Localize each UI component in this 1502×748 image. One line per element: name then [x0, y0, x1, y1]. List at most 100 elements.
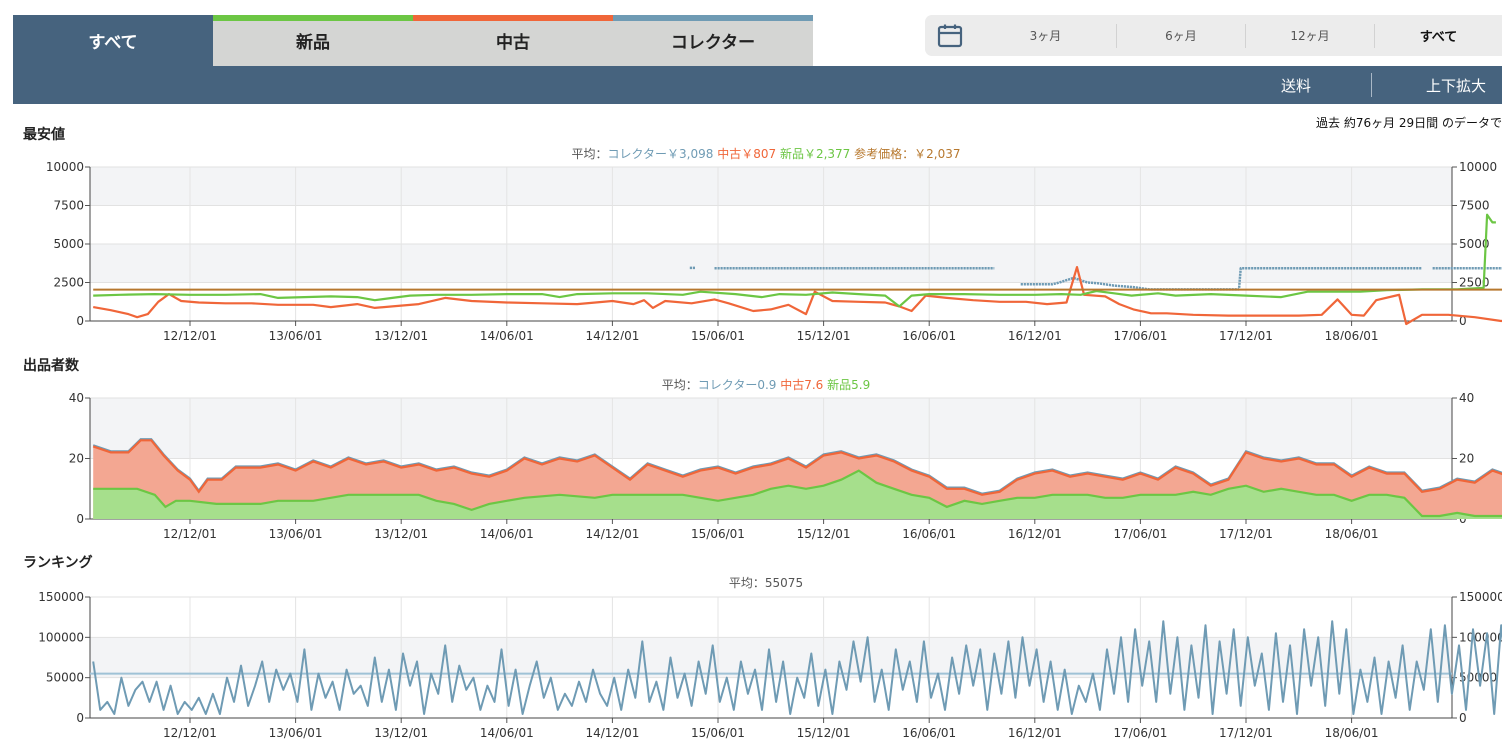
x-tick-label: 17/06/01 — [1113, 726, 1167, 740]
x-tick-label: 17/12/01 — [1219, 329, 1273, 340]
ranking-chart-title: ランキング — [23, 555, 93, 571]
tab-used-label: 中古 — [496, 33, 530, 53]
period-option-6m-label: 6ヶ月 — [1165, 29, 1197, 43]
period-option-3m-label: 3ヶ月 — [1029, 29, 1062, 43]
x-tick-label: 17/12/01 — [1219, 726, 1273, 740]
x-tick-label: 15/06/01 — [691, 726, 745, 740]
chart-subtitle: 平均：コレクター0.9 中古7.6 新品5.9 — [662, 377, 870, 392]
subtitle-used: 中古￥807 — [713, 146, 776, 161]
chart-subtitle: 平均：55075 — [729, 576, 803, 590]
y-tick-label-right: 0 — [1459, 314, 1467, 328]
x-tick-label: 13/12/01 — [374, 329, 428, 340]
x-tick-label: 17/12/01 — [1219, 527, 1273, 541]
x-tick-label: 14/06/01 — [480, 726, 534, 740]
y-tick-label-right: 7500 — [1459, 199, 1490, 213]
x-tick-label: 14/06/01 — [480, 527, 534, 541]
x-tick-label: 16/12/01 — [1008, 329, 1062, 340]
x-tick-label: 14/06/01 — [480, 329, 534, 340]
subtitle-plain: 平均：55075 — [729, 576, 803, 590]
y-tick-label-left: 40 — [69, 391, 84, 405]
x-tick-label: 13/12/01 — [374, 527, 428, 541]
period-option-12m[interactable]: 12ヶ月 — [1245, 23, 1374, 48]
x-tick-label: 12/12/01 — [163, 726, 217, 740]
shipping-toggle-label: 送料 — [1280, 76, 1311, 95]
x-tick-label: 13/12/01 — [374, 726, 428, 740]
y-tick-label-left: 7500 — [53, 199, 84, 213]
toolbar-divider — [1371, 73, 1372, 97]
x-tick-label: 12/12/01 — [163, 527, 217, 541]
sellers-chart[interactable]: 12/12/01 13/06/01 13/12/01 14/06/01 14/12/01… — [0, 372, 1502, 542]
tab-used-color-bar — [413, 15, 613, 21]
period-option-all[interactable]: すべて — [1374, 23, 1502, 48]
x-tick-label: 18/06/01 — [1325, 726, 1379, 740]
y-tick-label-left: 2500 — [53, 276, 84, 290]
tab-collector[interactable]: コレクター — [613, 15, 813, 66]
x-tick-label: 14/12/01 — [585, 527, 639, 541]
price-chart-title: 最安値 — [23, 127, 65, 143]
tab-collector-color-bar — [613, 15, 813, 21]
vertical-zoom-button[interactable]: 上下拡大 — [1396, 66, 1502, 104]
x-tick-label: 12/12/01 — [163, 329, 217, 340]
subtitle-collector: コレクター0.9 — [698, 378, 777, 392]
series-new-area — [93, 470, 1502, 519]
period-selector: 3ヶ月 6ヶ月 12ヶ月 すべて — [925, 15, 1502, 56]
period-option-6m[interactable]: 6ヶ月 — [1116, 23, 1245, 48]
y-tick-label-left: 20 — [69, 452, 84, 466]
series-collector-line — [92, 438, 1502, 495]
tab-collector-label: コレクター — [670, 33, 756, 53]
series-used-line — [92, 439, 1502, 496]
y-tick-label-right: 2500 — [1459, 276, 1490, 290]
period-option-all-label: すべて — [1419, 30, 1458, 45]
tab-new-label: 新品 — [296, 33, 330, 53]
calendar-icon[interactable] — [925, 15, 975, 56]
y-tick-label-left: 50000 — [46, 671, 84, 685]
x-tick-label: 15/12/01 — [797, 329, 851, 340]
subtitle-prefix: 平均： — [572, 147, 608, 161]
series-ranking-line — [92, 620, 1502, 715]
x-tick-label: 15/06/01 — [691, 527, 745, 541]
x-tick-label: 16/12/01 — [1008, 527, 1062, 541]
x-tick-label: 15/06/01 — [691, 329, 745, 340]
y-tick-label-left: 5000 — [53, 237, 84, 251]
tab-all[interactable]: すべて — [13, 15, 213, 66]
x-tick-label: 15/12/01 — [797, 726, 851, 740]
x-tick-label: 13/06/01 — [269, 329, 323, 340]
y-tick-label-left: 10000 — [46, 160, 84, 174]
x-tick-label: 18/06/01 — [1325, 527, 1379, 541]
ranking-chart[interactable]: 12/12/01 13/06/01 13/12/01 14/06/01 14/12/01… — [0, 572, 1502, 744]
period-option-3m[interactable]: 3ヶ月 — [975, 24, 1116, 48]
subtitle-new: 新品5.9 — [823, 377, 870, 392]
x-tick-label: 17/06/01 — [1113, 329, 1167, 340]
subtitle-used: 中古7.6 — [776, 377, 823, 392]
y-tick-label-left: 0 — [76, 711, 84, 725]
x-tick-label: 15/12/01 — [797, 527, 851, 541]
x-tick-label: 16/06/01 — [902, 527, 956, 541]
toolbar-band: 送料 上下拡大 — [13, 66, 1502, 104]
subtitle-collector: コレクター￥3,098 — [608, 147, 714, 161]
price-chart[interactable]: 12/12/01 13/06/01 13/12/01 14/06/01 14/12/01… — [0, 140, 1502, 340]
x-tick-label: 18/06/01 — [1325, 329, 1379, 340]
tab-all-label: すべて — [88, 33, 138, 53]
y-tick-label-right: 10000 — [1459, 160, 1497, 174]
y-tick-label-right: 5000 — [1459, 237, 1490, 251]
shipping-toggle-button[interactable]: 送料 — [1246, 66, 1346, 104]
x-tick-label: 16/12/01 — [1008, 726, 1062, 740]
chart-subtitle: 平均：コレクター￥3,098 中古￥807 新品￥2,377 参考価格：￥2,0… — [572, 146, 961, 161]
plot-band — [90, 398, 1452, 459]
tab-used[interactable]: 中古 — [413, 15, 613, 66]
y-tick-label-right: 40 — [1459, 391, 1474, 405]
x-tick-label: 17/06/01 — [1113, 527, 1167, 541]
sellers-chart-title: 出品者数 — [23, 358, 79, 374]
x-tick-label: 14/12/01 — [585, 726, 639, 740]
series-new-line — [93, 213, 1496, 308]
vertical-zoom-label: 上下拡大 — [1425, 76, 1486, 95]
x-tick-label: 14/12/01 — [585, 329, 639, 340]
tab-new[interactable]: 新品 — [213, 15, 413, 66]
plot-band — [90, 167, 1452, 206]
period-option-12m-label: 12ヶ月 — [1290, 29, 1330, 43]
y-tick-label-right: 150000 — [1459, 590, 1502, 604]
x-tick-label: 13/06/01 — [269, 527, 323, 541]
plot-band — [90, 244, 1452, 283]
tab-new-color-bar — [213, 15, 413, 21]
